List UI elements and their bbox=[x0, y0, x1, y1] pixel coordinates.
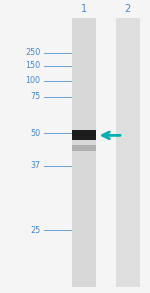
Bar bbox=[116, 18, 140, 287]
Text: 50: 50 bbox=[30, 129, 40, 138]
Text: 150: 150 bbox=[25, 62, 40, 70]
Text: 37: 37 bbox=[30, 161, 40, 170]
Text: 2: 2 bbox=[124, 4, 131, 14]
Text: 75: 75 bbox=[30, 92, 40, 101]
Bar bbox=[72, 130, 96, 140]
Text: 25: 25 bbox=[30, 226, 40, 234]
Text: 100: 100 bbox=[26, 76, 40, 85]
Text: 1: 1 bbox=[81, 4, 87, 14]
Bar bbox=[72, 145, 96, 151]
Text: 250: 250 bbox=[25, 48, 40, 57]
Bar bbox=[72, 18, 96, 287]
